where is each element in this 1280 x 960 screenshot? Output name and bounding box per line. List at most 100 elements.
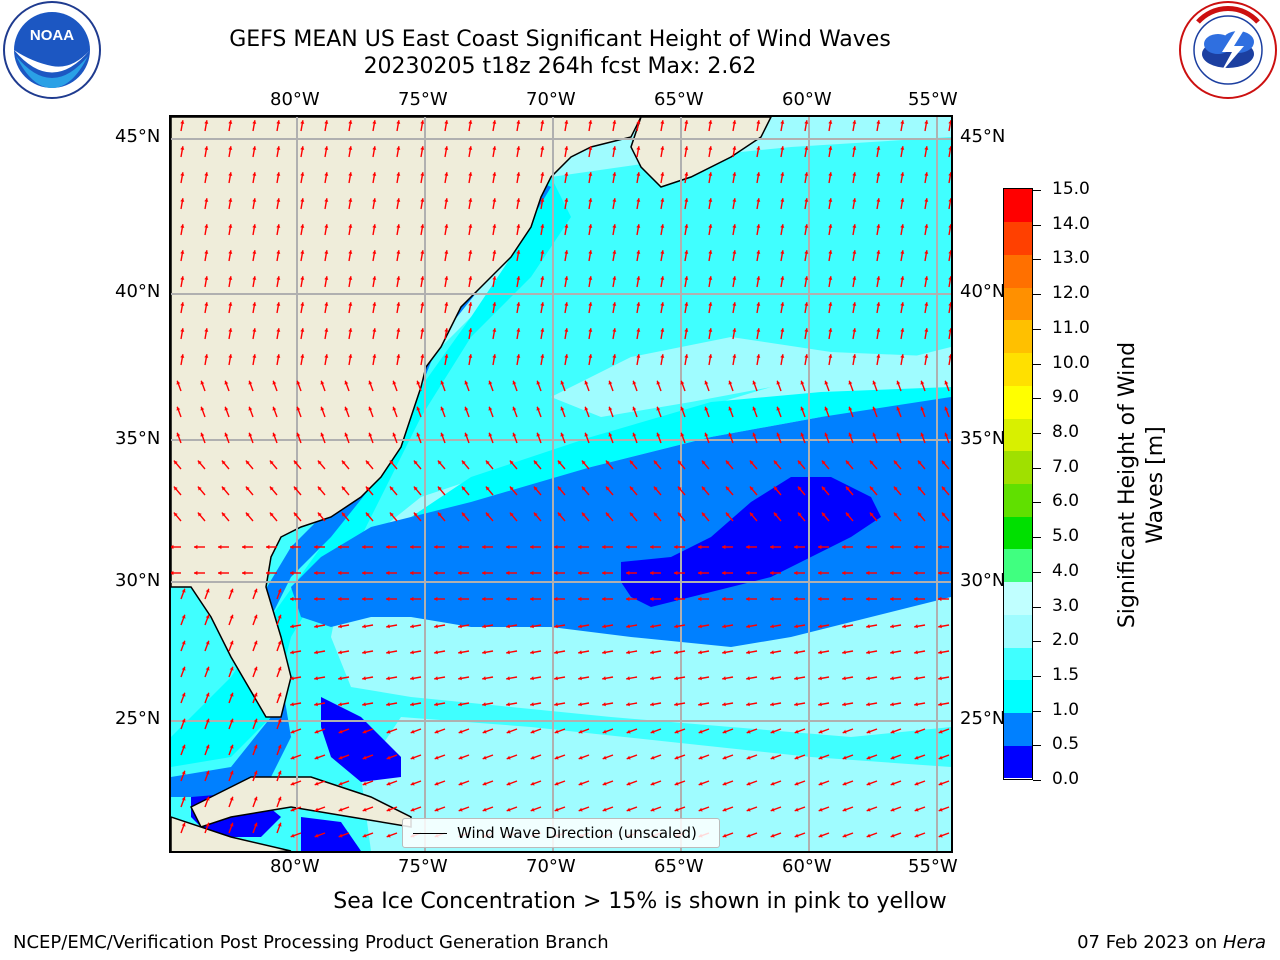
wind-wave-arrowhead	[852, 198, 857, 202]
wind-wave-arrowhead	[794, 755, 799, 760]
lon-label-top: 70°W	[526, 89, 576, 110]
wind-wave-arrowhead	[564, 302, 569, 306]
wind-wave-arrowhead	[842, 570, 846, 576]
wind-wave-arrowhead	[272, 406, 277, 411]
wind-wave-arrowhead	[698, 650, 702, 655]
wind-wave-arrowhead	[650, 729, 655, 734]
wind-wave-arrowhead	[277, 796, 282, 801]
wind-wave-arrowhead	[780, 328, 785, 332]
wind-wave-arrowhead	[554, 755, 559, 760]
wind-wave-arrowhead	[866, 702, 870, 707]
wind-wave-arrowhead	[794, 807, 799, 812]
colorbar-segment	[1004, 548, 1032, 583]
wind-wave-arrowhead	[269, 512, 274, 517]
wind-wave-arrowhead	[890, 833, 895, 838]
wind-wave-arrowhead	[506, 702, 510, 707]
wind-wave-arrowhead	[698, 702, 702, 707]
wind-wave-arrowhead	[482, 807, 487, 812]
wind-wave-arrowhead	[516, 250, 521, 254]
wind-wave-arrowhead	[824, 380, 829, 385]
wind-wave-arrowhead	[941, 512, 946, 517]
wind-wave-arrowhead	[938, 755, 943, 760]
wind-wave-arrowhead	[588, 302, 593, 306]
wind-wave-arrowhead	[866, 755, 871, 760]
wind-wave-arrowhead	[253, 666, 258, 671]
wind-wave-arrowhead	[564, 328, 569, 332]
wind-wave-arrowhead	[482, 676, 486, 681]
wind-wave-arrowhead	[372, 354, 377, 358]
wind-wave-arrowhead	[914, 702, 918, 707]
wind-wave-arrowhead	[653, 460, 658, 465]
wind-wave-arrowhead	[828, 302, 833, 306]
wind-wave-arrowhead	[794, 702, 798, 707]
wind-wave-arrowhead	[708, 224, 713, 228]
wind-wave-arrowhead	[197, 460, 202, 465]
wind-wave-arrowhead	[386, 624, 390, 629]
wind-wave-arrowhead	[770, 570, 774, 576]
wind-wave-arrowhead	[684, 354, 689, 358]
wind-wave-arrowhead	[229, 614, 234, 619]
wind-wave-arrowhead	[229, 640, 234, 645]
wind-wave-arrowhead	[725, 512, 730, 517]
wind-wave-arrowhead	[482, 624, 486, 629]
wind-wave-arrowhead	[372, 328, 377, 332]
wind-wave-arrowhead	[410, 544, 414, 550]
wind-wave-arrowhead	[228, 302, 233, 306]
wind-wave-arrowhead	[290, 781, 295, 786]
wind-wave-arrowhead	[650, 596, 654, 602]
wind-wave-arrowhead	[365, 486, 370, 491]
wind-wave-arrowhead	[482, 596, 486, 602]
lon-label-bottom: 75°W	[398, 856, 448, 877]
wind-wave-arrowhead	[314, 544, 318, 550]
wind-wave-arrowhead	[362, 676, 366, 681]
wind-wave-arrowhead	[516, 302, 521, 306]
colorbar-tick-label: 11.0	[1052, 317, 1090, 338]
wind-wave-arrowhead	[314, 570, 318, 576]
wind-wave-arrowhead	[890, 781, 895, 786]
wind-wave-arrowhead	[204, 198, 209, 202]
wind-wave-arrowhead	[800, 380, 805, 385]
wind-wave-arrowhead	[228, 224, 233, 228]
wind-wave-arrowhead	[653, 512, 658, 517]
wind-wave-arrowhead	[372, 198, 377, 202]
wind-wave-arrowhead	[629, 460, 634, 465]
wind-wave-arrowhead	[804, 328, 809, 332]
wind-wave-arrowhead	[392, 380, 397, 385]
wind-wave-arrowhead	[300, 250, 305, 254]
wind-wave-arrowhead	[828, 250, 833, 254]
wind-wave-arrowhead	[818, 624, 822, 629]
wind-wave-arrowhead	[314, 624, 318, 629]
wind-wave-arrowhead	[300, 276, 305, 280]
wind-wave-arrowhead	[482, 729, 487, 734]
wind-wave-arrowhead	[293, 512, 298, 517]
wind-wave-arrowhead	[938, 544, 942, 550]
wind-wave-arrowhead	[684, 302, 689, 306]
wind-wave-arrowhead	[204, 224, 209, 228]
wind-wave-arrowhead	[458, 596, 462, 602]
colorbar-segment	[1004, 647, 1032, 681]
wind-wave-arrowhead	[828, 276, 833, 280]
wind-wave-arrowhead	[396, 328, 401, 332]
wind-wave-arrowhead	[924, 198, 929, 202]
wind-wave-arrowhead	[509, 512, 514, 517]
wind-wave-arrowhead	[277, 614, 282, 619]
wind-wave-arrowhead	[626, 570, 630, 576]
colorbar-label: Significant Height of Wind Waves [m]	[1115, 341, 1168, 629]
wind-wave-arrowhead	[876, 146, 881, 150]
wind-wave-arrowhead	[732, 198, 737, 202]
wind-wave-arrowhead	[440, 432, 445, 437]
wind-wave-arrowhead	[536, 406, 541, 411]
wind-wave-arrowhead	[890, 624, 894, 629]
wind-wave-arrowhead	[180, 172, 185, 176]
wind-wave-arrowhead	[842, 702, 846, 707]
wind-wave-arrowhead	[824, 406, 829, 411]
wind-wave-arrowhead	[914, 624, 918, 629]
wind-wave-arrowhead	[410, 781, 415, 786]
wind-wave-arrowhead	[181, 718, 186, 723]
wind-wave-arrowhead	[578, 624, 582, 629]
colorbar-tick-mark	[1033, 294, 1041, 296]
wind-wave-arrowhead	[674, 781, 679, 786]
wind-wave-arrowhead	[540, 172, 545, 176]
wind-wave-arrowhead	[602, 676, 606, 681]
wind-wave-arrowhead	[602, 596, 606, 602]
